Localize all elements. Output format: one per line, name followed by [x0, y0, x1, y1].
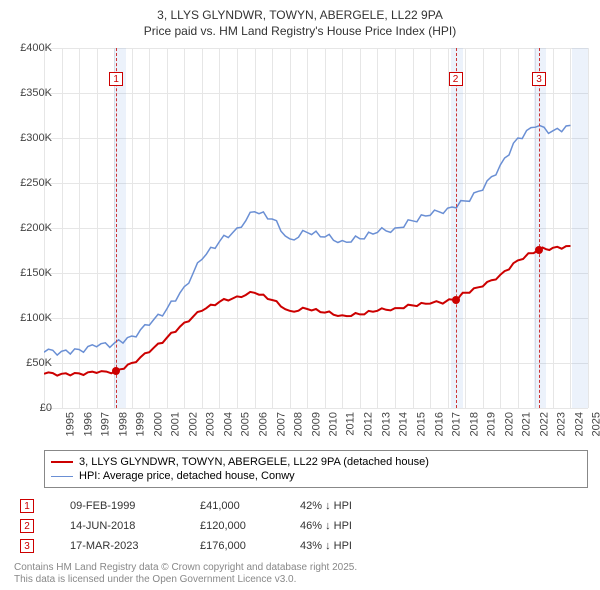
x-axis-label: 2013 — [380, 412, 392, 436]
annotation-row-1: 1 09-FEB-1999 £41,000 42% ↓ HPI — [20, 496, 400, 516]
x-axis-label: 2001 — [170, 412, 182, 436]
x-axis-label: 2002 — [187, 412, 199, 436]
annotation-date-2: 14-JUN-2018 — [70, 520, 200, 532]
footer: Contains HM Land Registry data © Crown c… — [14, 562, 357, 586]
gridline-v — [588, 48, 589, 408]
x-axis-label: 1995 — [64, 412, 76, 436]
x-axis-label: 2006 — [258, 412, 270, 436]
x-axis-label: 2012 — [363, 412, 375, 436]
annotation-row-3: 3 17-MAR-2023 £176,000 43% ↓ HPI — [20, 536, 400, 556]
sale-dot — [535, 246, 543, 254]
event-marker-line — [539, 48, 540, 408]
x-axis-label: 1997 — [100, 412, 112, 436]
event-marker-box: 1 — [109, 72, 123, 86]
annotation-marker-3: 3 — [20, 539, 34, 553]
annotation-date-3: 17-MAR-2023 — [70, 540, 200, 552]
legend-label-price: 3, LLYS GLYNDWR, TOWYN, ABERGELE, LL22 9… — [79, 456, 429, 468]
x-axis-label: 2009 — [310, 412, 322, 436]
title-line1: 3, LLYS GLYNDWR, TOWYN, ABERGELE, LL22 9… — [0, 8, 600, 24]
x-axis-label: 2005 — [240, 412, 252, 436]
x-axis-label: 2018 — [468, 412, 480, 436]
x-axis-label: 2000 — [152, 412, 164, 436]
x-axis-label: 1999 — [135, 412, 147, 436]
title-block: 3, LLYS GLYNDWR, TOWYN, ABERGELE, LL22 9… — [0, 0, 600, 39]
annotation-price-1: £41,000 — [200, 500, 300, 512]
x-axis-label: 2024 — [573, 412, 585, 436]
legend-swatch-price — [51, 461, 73, 463]
sale-dot — [452, 296, 460, 304]
x-axis-label: 2010 — [328, 412, 340, 436]
footer-line2: This data is licensed under the Open Gov… — [14, 574, 357, 586]
x-axis-label: 2003 — [205, 412, 217, 436]
sale-dot — [112, 367, 120, 375]
x-axis-label: 2015 — [415, 412, 427, 436]
legend-row-price: 3, LLYS GLYNDWR, TOWYN, ABERGELE, LL22 9… — [51, 455, 581, 469]
x-axis-label: 2021 — [521, 412, 533, 436]
annotation-marker-1: 1 — [20, 499, 34, 513]
x-axis-label: 2011 — [344, 412, 356, 436]
chart-container: 3, LLYS GLYNDWR, TOWYN, ABERGELE, LL22 9… — [0, 0, 600, 590]
annotation-price-3: £176,000 — [200, 540, 300, 552]
x-axis-label: 2020 — [503, 412, 515, 436]
legend-row-hpi: HPI: Average price, detached house, Conw… — [51, 469, 581, 483]
x-axis-label: 2014 — [398, 412, 410, 436]
x-axis-label: 2008 — [293, 412, 305, 436]
annotation-pct-2: 46% ↓ HPI — [300, 520, 400, 532]
annotation-price-2: £120,000 — [200, 520, 300, 532]
x-axis-label: 2004 — [222, 412, 234, 436]
legend: 3, LLYS GLYNDWR, TOWYN, ABERGELE, LL22 9… — [44, 450, 588, 488]
annotation-pct-1: 42% ↓ HPI — [300, 500, 400, 512]
x-axis-label: 2022 — [538, 412, 550, 436]
legend-swatch-hpi — [51, 476, 73, 477]
annotation-date-1: 09-FEB-1999 — [70, 500, 200, 512]
x-axis-label: 2017 — [451, 412, 463, 436]
x-axis-label: 2023 — [556, 412, 568, 436]
annotation-pct-3: 43% ↓ HPI — [300, 540, 400, 552]
event-marker-line — [456, 48, 457, 408]
footer-line1: Contains HM Land Registry data © Crown c… — [14, 562, 357, 574]
event-marker-box: 3 — [532, 72, 546, 86]
x-axis-label: 2025 — [591, 412, 600, 436]
x-axis-label: 1998 — [117, 412, 129, 436]
title-line2: Price paid vs. HM Land Registry's House … — [0, 24, 600, 40]
gridline-h — [44, 408, 588, 409]
annotation-row-2: 2 14-JUN-2018 £120,000 46% ↓ HPI — [20, 516, 400, 536]
x-axis-label: 2007 — [275, 412, 287, 436]
series-hpi — [44, 125, 571, 355]
plot-svg — [44, 48, 588, 408]
event-marker-line — [116, 48, 117, 408]
legend-label-hpi: HPI: Average price, detached house, Conw… — [79, 470, 295, 482]
event-marker-box: 2 — [449, 72, 463, 86]
x-axis-label: 2016 — [433, 412, 445, 436]
series-price_paid — [44, 246, 571, 376]
x-axis-label: 2019 — [486, 412, 498, 436]
annotation-table: 1 09-FEB-1999 £41,000 42% ↓ HPI 2 14-JUN… — [20, 496, 400, 556]
annotation-marker-2: 2 — [20, 519, 34, 533]
x-axis-label: 1996 — [82, 412, 94, 436]
